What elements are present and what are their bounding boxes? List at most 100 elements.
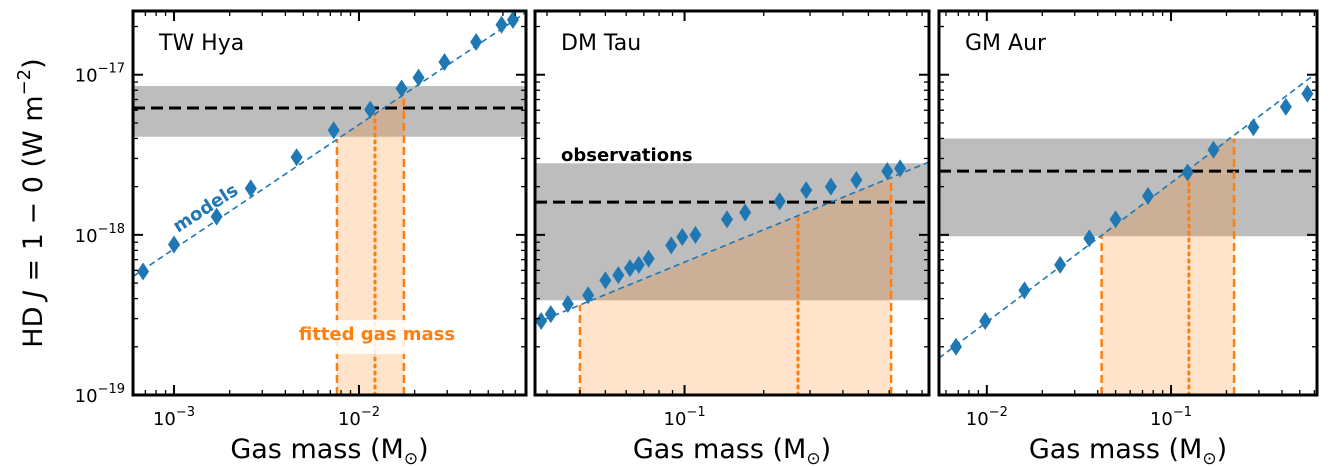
- model-point: [850, 171, 863, 190]
- panel-title: GM Aur: [965, 31, 1047, 56]
- model-point: [979, 311, 992, 330]
- model-point: [544, 305, 557, 324]
- model-point: [689, 225, 702, 244]
- x-axis-label-part: ⊙: [806, 449, 820, 466]
- y-tick-label-base: 10: [75, 66, 98, 87]
- model-point: [773, 192, 786, 211]
- plot-area: [133, 11, 526, 395]
- x-axis-label-part: ): [418, 434, 429, 465]
- model-point: [1247, 118, 1260, 137]
- y-tick-label-exp: −18: [98, 222, 125, 237]
- fitted-mass-region: [579, 177, 892, 395]
- model-point: [168, 235, 181, 254]
- x-axis-label-part: ⊙: [1202, 449, 1216, 466]
- model-point: [1142, 186, 1155, 205]
- x-axis-label: Gas mass (M⊙): [1029, 434, 1227, 466]
- panel-title: TW Hya: [158, 31, 244, 56]
- x-tick-label: 10−2: [338, 405, 380, 430]
- y-tick-label-base: 10: [75, 386, 98, 407]
- x-axis-label-part: ): [1217, 434, 1228, 465]
- x-axis-label: Gas mass (M⊙): [230, 434, 428, 466]
- x-tick-label: 10−1: [1150, 405, 1192, 430]
- x-tick-label-base: 10: [1150, 409, 1173, 430]
- model-point: [561, 295, 574, 314]
- model-point: [720, 210, 733, 229]
- model-point: [535, 311, 548, 330]
- x-tick-label: 10−3: [153, 405, 195, 430]
- observations-annotation: observations: [561, 145, 693, 166]
- y-axis-label-spacer: [18, 298, 49, 307]
- model-point: [881, 162, 894, 181]
- model-point: [412, 68, 425, 87]
- model-point: [395, 79, 408, 98]
- x-tick-label-exp: −1: [686, 405, 705, 420]
- x-axis-label-part: Gas mass (M: [633, 434, 807, 465]
- y-axis-label-eq: = 1 − 0 (W m: [18, 95, 49, 290]
- models-annotation: models: [169, 180, 242, 237]
- x-tick-label-base: 10: [153, 409, 176, 430]
- model-point: [632, 255, 645, 274]
- x-tick-label: 10−2: [966, 405, 1008, 430]
- model-point: [1054, 255, 1067, 274]
- model-point: [612, 266, 625, 285]
- y-tick-label: 10−18: [75, 222, 125, 247]
- model-point: [824, 177, 837, 196]
- model-point: [495, 15, 508, 34]
- plot-area: [535, 159, 929, 395]
- model-point: [506, 11, 519, 29]
- model-point: [894, 159, 907, 178]
- model-point: [1083, 229, 1096, 248]
- model-point: [137, 262, 150, 281]
- fit-annotation: fitted gas mass: [299, 324, 455, 345]
- panel-frame: [533, 9, 931, 397]
- y-axis-label-exp: −2: [14, 69, 35, 96]
- x-tick-label-base: 10: [966, 409, 989, 430]
- model-point: [470, 33, 483, 52]
- x-axis-label-part: Gas mass (M: [230, 434, 404, 465]
- model-point: [438, 53, 451, 72]
- model-point: [1181, 163, 1194, 182]
- plot-area: [939, 72, 1317, 395]
- y-tick-label: 10−19: [75, 382, 125, 407]
- x-axis-label-part: ): [821, 434, 832, 465]
- model-point: [244, 179, 257, 198]
- model-point: [665, 236, 678, 255]
- panel-title: DM Tau: [561, 31, 641, 56]
- x-tick-label-base: 10: [338, 409, 361, 430]
- fitted-mass-region: [1101, 138, 1235, 395]
- y-tick-label-exp: −19: [98, 382, 125, 397]
- model-point: [623, 259, 636, 278]
- y-tick-label-exp: −17: [98, 62, 125, 77]
- x-axis-label: Gas mass (M⊙): [633, 434, 831, 466]
- x-axis-label-part: Gas mass (M: [1029, 434, 1203, 465]
- y-axis-label: HD J = 1 − 0 (W m−2): [14, 58, 49, 347]
- model-point: [210, 207, 223, 226]
- model-point: [290, 148, 303, 167]
- models-trend-line: [133, 11, 526, 278]
- x-tick-label-exp: −2: [989, 405, 1008, 420]
- x-tick-label-exp: −2: [361, 405, 380, 420]
- model-point: [1018, 281, 1031, 300]
- y-tick-label-base: 10: [75, 226, 98, 247]
- model-point: [800, 181, 813, 200]
- panel-2: 10−1 Gas mass (M⊙) DM Tau observations: [533, 9, 931, 466]
- model-point: [1207, 140, 1220, 159]
- panel-frame: [131, 9, 528, 397]
- x-axis-label-part: ⊙: [404, 449, 418, 466]
- models-trend-line: [535, 161, 929, 325]
- x-tick-label-exp: −3: [176, 405, 195, 420]
- fit-annotation-background: [286, 320, 468, 354]
- x-tick-label-exp: −1: [1173, 405, 1192, 420]
- model-point: [739, 203, 752, 222]
- model-point: [949, 337, 962, 356]
- y-axis-label-prefix: HD: [18, 307, 49, 348]
- y-axis-label-close: ): [18, 58, 49, 69]
- fitted-mass-region: [336, 94, 404, 395]
- observation-band: [939, 138, 1317, 237]
- model-point: [676, 227, 689, 246]
- model-point: [1279, 97, 1292, 116]
